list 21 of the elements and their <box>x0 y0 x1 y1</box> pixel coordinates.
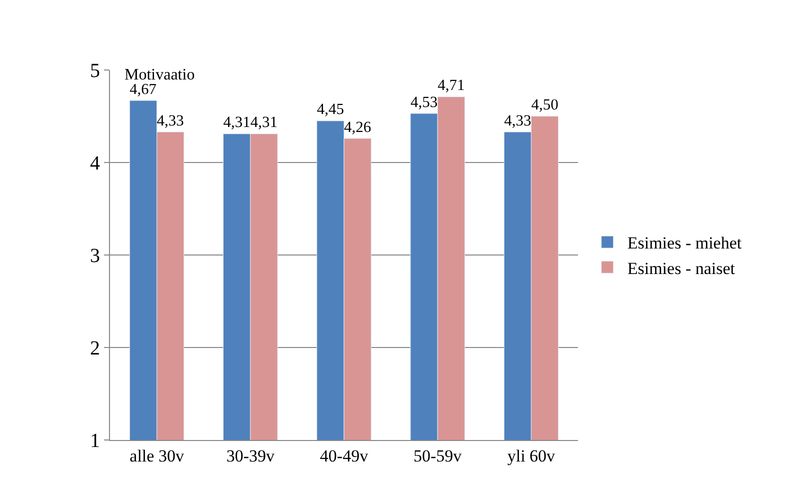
legend-label: Esimies - miehet <box>627 234 742 253</box>
x-tick-label: 50-59v <box>414 446 462 466</box>
data-label: 4,45 <box>316 101 344 118</box>
y-tick-label: 2 <box>90 338 100 360</box>
data-label: 4,33 <box>504 112 532 130</box>
data-label: 4,50 <box>531 96 559 114</box>
data-label: 4,31 <box>250 114 278 132</box>
data-label: 4,26 <box>344 118 372 136</box>
y-tick-label: 3 <box>90 245 100 267</box>
data-label: 4,31 <box>223 114 250 132</box>
y-tick-label: 4 <box>90 152 100 174</box>
legend-label: Esimies - naiset <box>627 258 736 278</box>
data-label: 4,53 <box>410 94 438 111</box>
x-tick-label: 40-49v <box>320 446 369 466</box>
y-tick-label: 5 <box>90 60 100 82</box>
x-tick-label: alle 30v <box>130 446 184 466</box>
data-label: 4,71 <box>438 77 465 94</box>
x-tick-label: 30-39v <box>226 446 275 466</box>
x-tick-label: yli 60v <box>507 446 556 466</box>
y-tick-label: 1 <box>90 430 100 452</box>
data-label: 4,33 <box>156 112 184 130</box>
